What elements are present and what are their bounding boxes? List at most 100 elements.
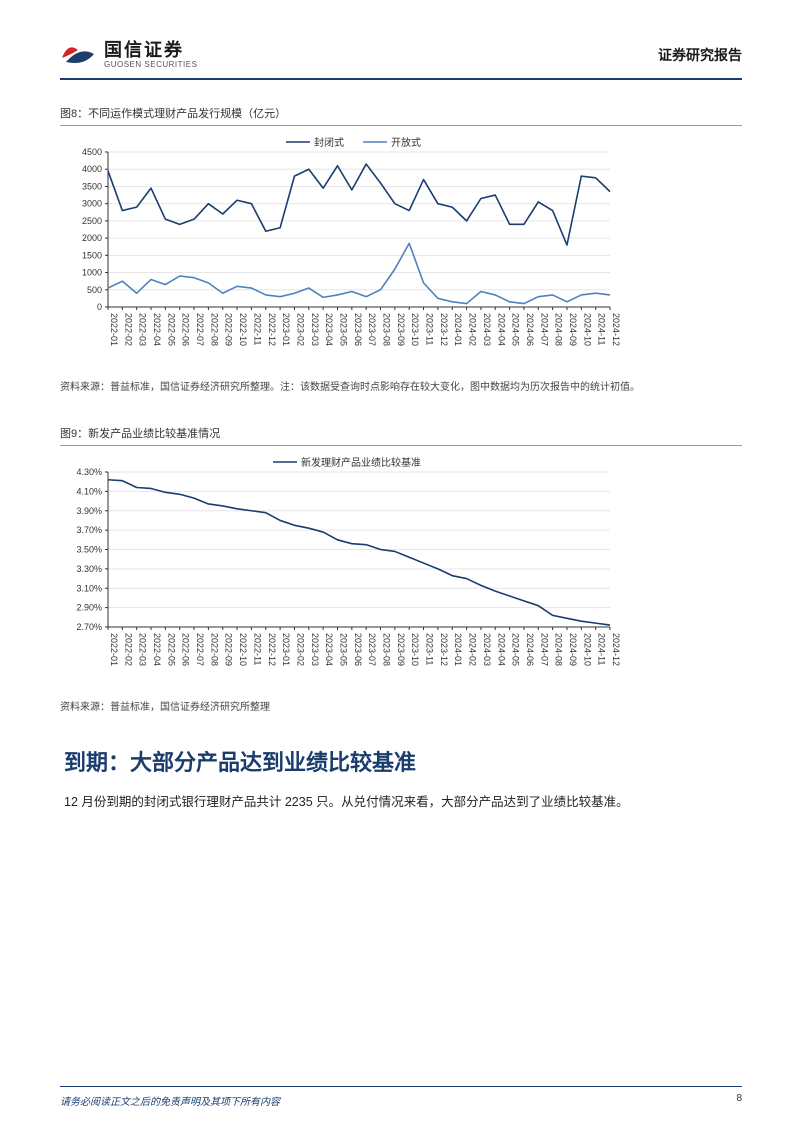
svg-text:2023-05: 2023-05	[338, 313, 348, 346]
svg-text:2024-08: 2024-08	[554, 313, 564, 346]
fig8-chart: 0500100015002000250030003500400045002022…	[60, 134, 742, 374]
svg-text:2022-04: 2022-04	[152, 313, 162, 346]
svg-text:2022-07: 2022-07	[195, 633, 205, 666]
svg-text:2024-08: 2024-08	[554, 633, 564, 666]
svg-text:2022-08: 2022-08	[209, 633, 219, 666]
svg-text:2022-01: 2022-01	[109, 313, 119, 346]
svg-text:2022-03: 2022-03	[138, 633, 148, 666]
svg-text:2022-12: 2022-12	[267, 633, 277, 666]
logo-text-en: GUOSEN SECURITIES	[104, 61, 197, 70]
svg-text:2024-09: 2024-09	[568, 313, 578, 346]
report-type: 证券研究报告	[658, 45, 742, 65]
svg-text:2024-03: 2024-03	[482, 313, 492, 346]
svg-text:2024-05: 2024-05	[511, 313, 521, 346]
svg-text:2023-01: 2023-01	[281, 313, 291, 346]
svg-text:2024-12: 2024-12	[611, 633, 620, 666]
svg-text:1000: 1000	[82, 268, 102, 278]
svg-text:4500: 4500	[82, 147, 102, 157]
svg-text:3000: 3000	[82, 199, 102, 209]
svg-text:2024-07: 2024-07	[539, 313, 549, 346]
svg-text:2022-02: 2022-02	[123, 633, 133, 666]
svg-text:2022-11: 2022-11	[252, 313, 262, 345]
logo-icon	[60, 40, 96, 70]
svg-text:3.30%: 3.30%	[76, 564, 102, 574]
fig9-caption: 图9：新发产品业绩比较基准情况	[60, 425, 742, 446]
svg-text:2024-07: 2024-07	[539, 633, 549, 666]
svg-text:2022-09: 2022-09	[224, 313, 234, 346]
svg-text:2000: 2000	[82, 233, 102, 243]
svg-text:1500: 1500	[82, 250, 102, 260]
svg-text:2023-10: 2023-10	[410, 313, 420, 346]
svg-text:2022-05: 2022-05	[166, 313, 176, 346]
svg-text:2024-10: 2024-10	[582, 313, 592, 346]
svg-text:2024-03: 2024-03	[482, 633, 492, 666]
svg-text:2023-09: 2023-09	[396, 313, 406, 346]
svg-text:2024-04: 2024-04	[496, 633, 506, 666]
svg-text:2023-10: 2023-10	[410, 633, 420, 666]
svg-text:2023-07: 2023-07	[367, 633, 377, 666]
svg-text:3.10%: 3.10%	[76, 583, 102, 593]
svg-text:2023-03: 2023-03	[310, 313, 320, 346]
svg-text:2023-02: 2023-02	[295, 633, 305, 666]
svg-text:2024-10: 2024-10	[582, 633, 592, 666]
svg-text:2024-05: 2024-05	[511, 633, 521, 666]
svg-text:2023-09: 2023-09	[396, 633, 406, 666]
svg-text:2024-02: 2024-02	[468, 633, 478, 666]
svg-text:2023-02: 2023-02	[295, 313, 305, 346]
svg-text:0: 0	[97, 302, 102, 312]
svg-text:2023-11: 2023-11	[425, 313, 435, 345]
svg-text:2022-02: 2022-02	[123, 313, 133, 346]
svg-text:2024-09: 2024-09	[568, 633, 578, 666]
svg-text:2024-06: 2024-06	[525, 633, 535, 666]
svg-text:2022-10: 2022-10	[238, 313, 248, 346]
svg-text:2500: 2500	[82, 216, 102, 226]
svg-text:3.50%: 3.50%	[76, 545, 102, 555]
page-header: 国信证券 GUOSEN SECURITIES 证券研究报告	[60, 40, 742, 80]
svg-text:2022-08: 2022-08	[209, 313, 219, 346]
section-body: 12 月份到期的封闭式银行理财产品共计 2235 只。从兑付情况来看，大部分产品…	[64, 792, 738, 813]
svg-text:2023-12: 2023-12	[439, 633, 449, 666]
svg-text:2023-06: 2023-06	[353, 313, 363, 346]
svg-text:4.10%: 4.10%	[76, 486, 102, 496]
fig8-caption: 图8：不同运作模式理财产品发行规模（亿元）	[60, 105, 742, 126]
svg-text:2023-04: 2023-04	[324, 313, 334, 346]
svg-text:2024-12: 2024-12	[611, 313, 620, 346]
svg-text:2022-04: 2022-04	[152, 633, 162, 666]
section-heading: 到期：大部分产品达到业绩比较基准	[60, 745, 742, 777]
svg-text:2022-06: 2022-06	[181, 313, 191, 346]
fig9-chart: 2.70% 2.90% 3.10% 3.30% 3.50% 3.70% 3.90% 4.10%…	[60, 454, 742, 694]
svg-text:2023-01: 2023-01	[281, 633, 291, 666]
disclaimer-text: 请务必阅读正文之后的免责声明及其项下所有内容	[60, 1093, 280, 1108]
svg-text:2023-06: 2023-06	[353, 633, 363, 666]
svg-text:2024-01: 2024-01	[453, 633, 463, 666]
svg-text:3.70%: 3.70%	[76, 525, 102, 535]
svg-text:2023-05: 2023-05	[338, 633, 348, 666]
svg-text:2022-06: 2022-06	[181, 633, 191, 666]
svg-text:2023-08: 2023-08	[382, 313, 392, 346]
fig9-source: 资料来源：普益标准，国信证券经济研究所整理	[60, 700, 742, 715]
svg-text:3500: 3500	[82, 181, 102, 191]
svg-text:2022-09: 2022-09	[224, 633, 234, 666]
page-footer: 请务必阅读正文之后的免责声明及其项下所有内容 8	[60, 1086, 742, 1108]
svg-text:2023-04: 2023-04	[324, 633, 334, 666]
logo-text-cn: 国信证券	[104, 41, 197, 61]
page-number: 8	[736, 1093, 742, 1108]
svg-text:2023-11: 2023-11	[425, 633, 435, 665]
svg-text:2.90%: 2.90%	[76, 603, 102, 613]
svg-text:2023-07: 2023-07	[367, 313, 377, 346]
svg-text:2024-11: 2024-11	[597, 633, 607, 665]
svg-text:开放式: 开放式	[391, 136, 421, 149]
svg-text:2023-03: 2023-03	[310, 633, 320, 666]
svg-text:2024-11: 2024-11	[597, 313, 607, 345]
svg-text:2024-01: 2024-01	[453, 313, 463, 346]
svg-text:4.30%: 4.30%	[76, 467, 102, 477]
svg-text:3.90%: 3.90%	[76, 506, 102, 516]
svg-text:2023-12: 2023-12	[439, 313, 449, 346]
svg-text:封闭式: 封闭式	[314, 136, 344, 149]
svg-text:2024-02: 2024-02	[468, 313, 478, 346]
svg-text:2022-07: 2022-07	[195, 313, 205, 346]
brand-logo: 国信证券 GUOSEN SECURITIES	[60, 40, 197, 70]
svg-text:2024-04: 2024-04	[496, 313, 506, 346]
svg-text:2.70%: 2.70%	[76, 622, 102, 632]
svg-text:2022-05: 2022-05	[166, 633, 176, 666]
